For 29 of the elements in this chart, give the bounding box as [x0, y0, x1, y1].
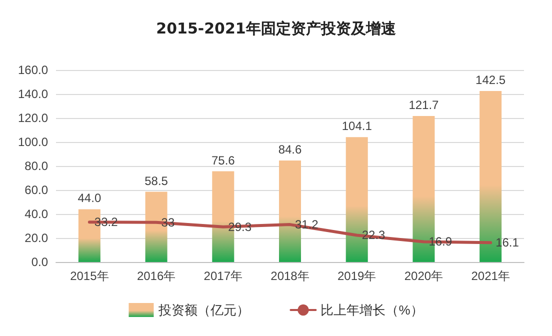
y-tick-label: 120.0: [18, 111, 48, 125]
x-tick-label: 2015年: [70, 269, 109, 283]
y-tick-label: 20.0: [24, 231, 48, 245]
data-label: 44.0: [78, 191, 102, 206]
x-tick-label: 2021年: [471, 269, 510, 283]
y-tick-label: 40.0: [24, 207, 48, 221]
y-tick-label: 60.0: [24, 183, 48, 197]
data-label: 121.7: [408, 98, 440, 112]
chart-title: 2015-2021年固定资产投资及增速: [156, 20, 397, 38]
data-label: 29.3: [228, 220, 252, 234]
y-tick-label: 160.0: [18, 63, 48, 77]
data-label: 22.3: [362, 228, 386, 242]
x-tick-label: 2020年: [404, 269, 444, 283]
data-label: 75.6: [211, 153, 236, 168]
y-tick-label: 0.0: [31, 255, 48, 269]
legend-label: 比上年增长（%）: [320, 302, 424, 318]
data-label: 84.6: [278, 142, 302, 156]
data-label: 104.1: [342, 119, 372, 134]
legend-label: 投资额（亿元）: [158, 302, 250, 318]
y-tick-label: 100.0: [18, 135, 48, 149]
y-tick-label: 140.0: [18, 87, 48, 101]
x-tick-label: 2018年: [270, 269, 310, 283]
data-label: 33: [161, 215, 175, 230]
y-tick-label: 80.0: [24, 159, 48, 173]
x-tick-label: 2017年: [204, 269, 242, 283]
x-tick-label: 2019年: [338, 269, 376, 283]
data-label: 142.5: [476, 73, 506, 87]
x-tick-label: 2016年: [136, 269, 176, 283]
data-label: 58.5: [144, 174, 168, 188]
